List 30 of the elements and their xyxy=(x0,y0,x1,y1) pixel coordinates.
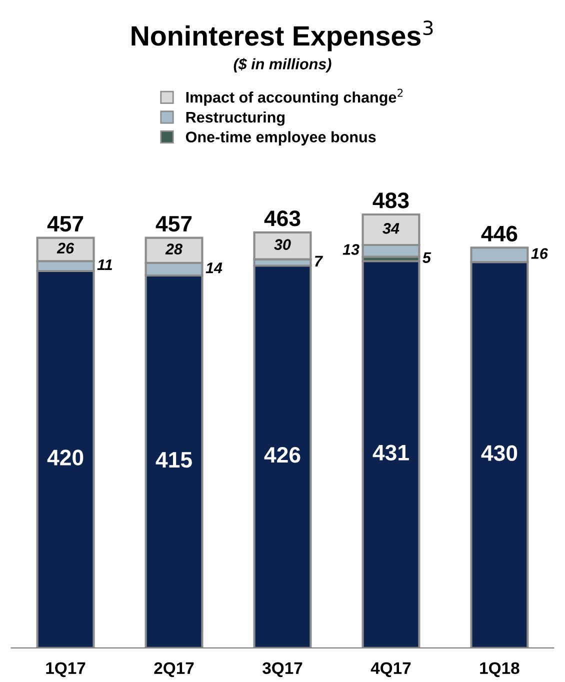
total-label: 457 xyxy=(47,216,84,232)
data-label: 28 xyxy=(165,244,182,254)
x-tick-label: 1Q18 xyxy=(480,662,520,678)
x-tick-label: 3Q17 xyxy=(262,662,302,678)
data-label: 11 xyxy=(97,260,112,270)
data-label: 5 xyxy=(422,252,432,263)
legend-label: Impact of accounting change$^{2}$ xyxy=(186,88,403,106)
data-label: 430 xyxy=(481,445,518,461)
data-label: 34 xyxy=(382,223,400,234)
data-label: 13 xyxy=(342,244,360,255)
data-label: 426 xyxy=(264,446,300,463)
data-label: 30 xyxy=(274,239,291,250)
data-label: 7 xyxy=(315,256,324,266)
data-label: 14 xyxy=(206,262,222,274)
total-label: 457 xyxy=(156,216,192,232)
data-label: 415 xyxy=(156,452,192,468)
chart-title: Noninterest Expenses$^{3}$ xyxy=(132,20,433,52)
x-tick-label: 2Q17 xyxy=(154,662,194,678)
x-tick-label: 1Q17 xyxy=(46,662,86,678)
data-label: 420 xyxy=(47,450,84,466)
total-label: 463 xyxy=(264,210,300,226)
legend-label: One-time employee bonus xyxy=(186,131,376,146)
chart-subtitle: ($ in millions) xyxy=(234,58,332,72)
total-label: 483 xyxy=(372,192,409,208)
legend-label: Restructuring xyxy=(186,111,284,126)
data-label: 431 xyxy=(372,444,409,461)
x-tick-label: 4Q17 xyxy=(370,662,411,678)
data-label: 16 xyxy=(531,248,548,259)
data-label: 26 xyxy=(56,242,74,254)
total-label: 446 xyxy=(481,226,518,242)
